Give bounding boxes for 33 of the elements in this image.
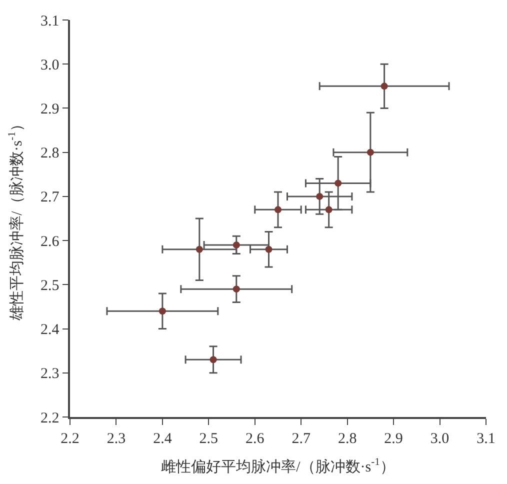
y-tick-label: 2.7 — [40, 190, 60, 206]
point — [232, 241, 240, 248]
point — [316, 192, 324, 200]
point — [325, 206, 332, 214]
x-tick-label: 2.4 — [153, 430, 172, 447]
x-tick-label: 2.3 — [106, 430, 126, 447]
x-tick-label: 2.7 — [292, 430, 311, 447]
point — [232, 286, 240, 293]
y-tick-label: 2.3 — [40, 366, 60, 382]
x-tick-label: 2.6 — [246, 430, 265, 447]
point — [158, 308, 166, 315]
y-tick-label: 2.2 — [40, 410, 60, 426]
y-tick-label: 3.1 — [40, 13, 60, 30]
x-tick-label: 2.2 — [60, 430, 80, 447]
x-tick-label: 2.9 — [384, 430, 403, 447]
y-tick-label: 2.8 — [40, 146, 60, 162]
y-tick-label: 3.0 — [40, 57, 60, 74]
y-tick-label: 2.5 — [40, 278, 60, 294]
x-axis-title: 雌性偏好平均脉冲率/（脉冲数·s$^{-1}$） — [161, 456, 395, 476]
x-tick-label: 3.1 — [476, 430, 496, 447]
point — [380, 82, 388, 90]
x-tick-label: 3.0 — [430, 430, 450, 447]
point — [196, 246, 203, 253]
x-tick-label: 2.5 — [199, 430, 218, 447]
y-tick-label: 2.4 — [40, 322, 60, 338]
x-tick-label: 2.8 — [338, 430, 357, 447]
point — [334, 180, 342, 187]
y-tick-label: 2.6 — [40, 234, 60, 250]
point — [265, 246, 272, 253]
point — [210, 356, 217, 364]
point — [366, 148, 374, 156]
y-tick-label: 2.9 — [40, 101, 60, 118]
point — [274, 206, 282, 214]
